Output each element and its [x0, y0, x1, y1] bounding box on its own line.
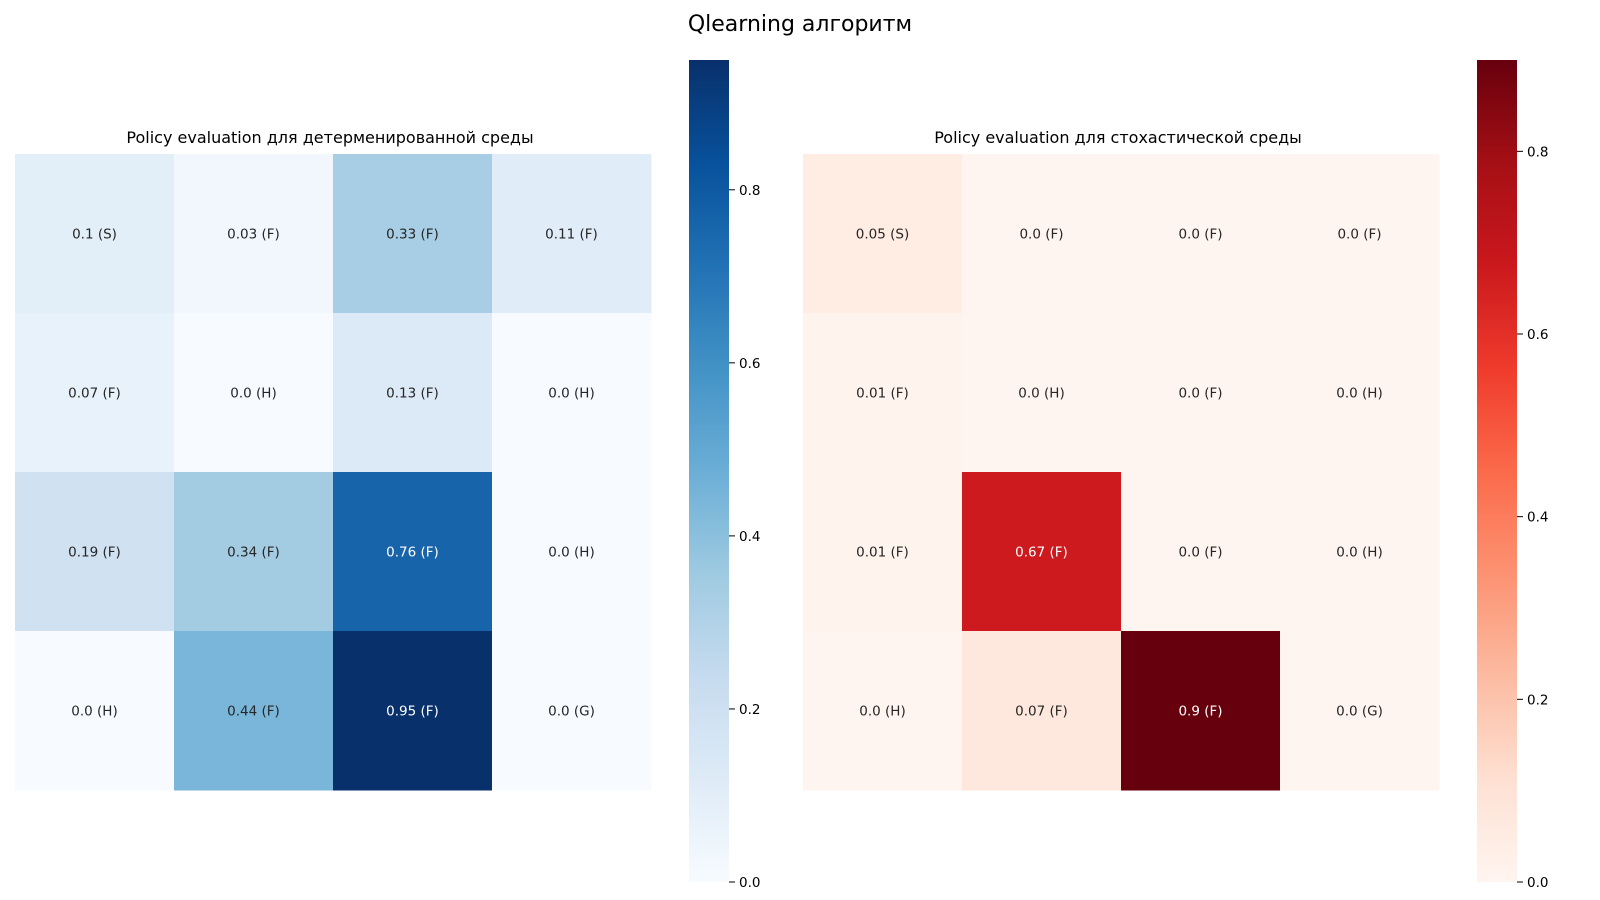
heatmap-cell	[174, 631, 334, 791]
cell-annotation: 0.0 (G)	[548, 704, 595, 720]
colorbar-tick-label: 0.2	[1527, 692, 1548, 708]
heatmap-cell	[333, 472, 493, 632]
cell-annotation: 0.0 (H)	[859, 704, 905, 720]
colorbar-tick-label: 0.8	[1527, 144, 1548, 160]
heatmap-cells-deterministic: 0.1 (S) 0.03 (F) 0.33 (F) 0.11 (F) 0.07 (F) 0…	[15, 154, 652, 791]
heatmap-cell	[174, 154, 334, 314]
heatmap-cell	[1121, 154, 1281, 314]
cell-annotation: 0.67 (F)	[1015, 545, 1068, 561]
colorbar-tick-label: 0.4	[739, 529, 760, 545]
heatmap-cells-stochastic: 0.05 (S) 0.0 (F) 0.0 (F) 0.0 (F) 0.01 (F) 0.0…	[803, 154, 1440, 791]
heatmap-cell	[15, 154, 175, 314]
heatmap-title-stochastic: Policy evaluation для стохастической сре…	[934, 128, 1302, 147]
cell-annotation: 0.0 (H)	[548, 386, 594, 402]
heatmap-cell	[174, 472, 334, 632]
cell-annotation: 0.11 (F)	[545, 227, 598, 243]
cell-annotation: 0.0 (F)	[1019, 227, 1063, 243]
heatmap-cell	[962, 313, 1122, 473]
colorbar-ticks-deterministic: 0.0 0.2 0.4 0.6 0.8	[729, 183, 760, 891]
cell-annotation: 0.1 (S)	[72, 227, 117, 243]
heatmap-stochastic: Policy evaluation для стохастической сре…	[803, 128, 1440, 791]
cell-annotation: 0.07 (F)	[68, 386, 121, 402]
cell-annotation: 0.44 (F)	[227, 704, 280, 720]
heatmap-cell	[1121, 631, 1281, 791]
heatmap-cell	[1280, 631, 1440, 791]
cell-annotation: 0.01 (F)	[856, 545, 909, 561]
cell-annotation: 0.13 (F)	[386, 386, 439, 402]
heatmap-deterministic: Policy evaluation для детерменированной …	[15, 128, 652, 791]
heatmap-cell	[962, 472, 1122, 632]
cell-annotation: 0.0 (H)	[230, 386, 276, 402]
cell-annotation: 0.76 (F)	[386, 545, 439, 561]
colorbar-gradient-blues	[689, 60, 729, 882]
heatmap-cell	[803, 313, 963, 473]
cell-annotation: 0.0 (F)	[1178, 386, 1222, 402]
cell-annotation: 0.95 (F)	[386, 704, 439, 720]
colorbar-tick-label: 0.0	[1527, 875, 1548, 891]
cell-annotation: 0.07 (F)	[1015, 704, 1068, 720]
heatmap-cell	[962, 154, 1122, 314]
heatmap-cell	[492, 154, 652, 314]
figure-title: Qlearning алгоритм	[687, 12, 913, 37]
cell-annotation: 0.0 (H)	[1336, 386, 1382, 402]
cell-annotation: 0.0 (H)	[1018, 386, 1064, 402]
heatmap-cell	[333, 631, 493, 791]
colorbar-tick-label: 0.2	[739, 702, 760, 718]
cell-annotation: 0.0 (F)	[1178, 227, 1222, 243]
cell-annotation: 0.0 (F)	[1178, 545, 1222, 561]
colorbar-tick-label: 0.6	[739, 356, 760, 372]
heatmap-cell	[15, 472, 175, 632]
cell-annotation: 0.34 (F)	[227, 545, 280, 561]
colorbar-gradient-reds	[1477, 60, 1517, 882]
heatmap-cell	[962, 631, 1122, 791]
colorbar-tick-label: 0.8	[739, 183, 760, 199]
colorbar-deterministic: 0.0 0.2 0.4 0.6 0.8	[689, 60, 760, 891]
colorbar-ticks-stochastic: 0.0 0.2 0.4 0.6 0.8	[1517, 144, 1548, 891]
heatmap-cell	[1280, 154, 1440, 314]
heatmap-cell	[803, 472, 963, 632]
cell-annotation: 0.19 (F)	[68, 545, 121, 561]
heatmap-cell	[333, 313, 493, 473]
colorbar-stochastic: 0.0 0.2 0.4 0.6 0.8	[1477, 60, 1548, 891]
heatmap-cell	[15, 313, 175, 473]
heatmap-cell	[1280, 313, 1440, 473]
cell-annotation: 0.01 (F)	[856, 386, 909, 402]
cell-annotation: 0.0 (H)	[548, 545, 594, 561]
colorbar-tick-label: 0.6	[1527, 327, 1548, 343]
heatmap-cell	[1280, 472, 1440, 632]
cell-annotation: 0.9 (F)	[1178, 704, 1222, 720]
heatmap-cell	[492, 313, 652, 473]
heatmap-cell	[1121, 472, 1281, 632]
heatmap-cell	[803, 154, 963, 314]
cell-annotation: 0.03 (F)	[227, 227, 280, 243]
cell-annotation: 0.0 (H)	[1336, 545, 1382, 561]
heatmap-cell	[174, 313, 334, 473]
heatmap-cell	[492, 472, 652, 632]
heatmap-cell	[15, 631, 175, 791]
heatmap-cell	[492, 631, 652, 791]
heatmap-cell	[333, 154, 493, 314]
heatmap-cell	[1121, 313, 1281, 473]
cell-annotation: 0.0 (H)	[71, 704, 117, 720]
colorbar-tick-label: 0.4	[1527, 510, 1548, 526]
cell-annotation: 0.0 (F)	[1337, 227, 1381, 243]
cell-annotation: 0.05 (S)	[856, 227, 909, 243]
heatmap-cell	[803, 631, 963, 791]
colorbar-tick-label: 0.0	[739, 875, 760, 891]
cell-annotation: 0.0 (G)	[1336, 704, 1383, 720]
cell-annotation: 0.33 (F)	[386, 227, 439, 243]
heatmap-title-deterministic: Policy evaluation для детерменированной …	[126, 128, 533, 147]
